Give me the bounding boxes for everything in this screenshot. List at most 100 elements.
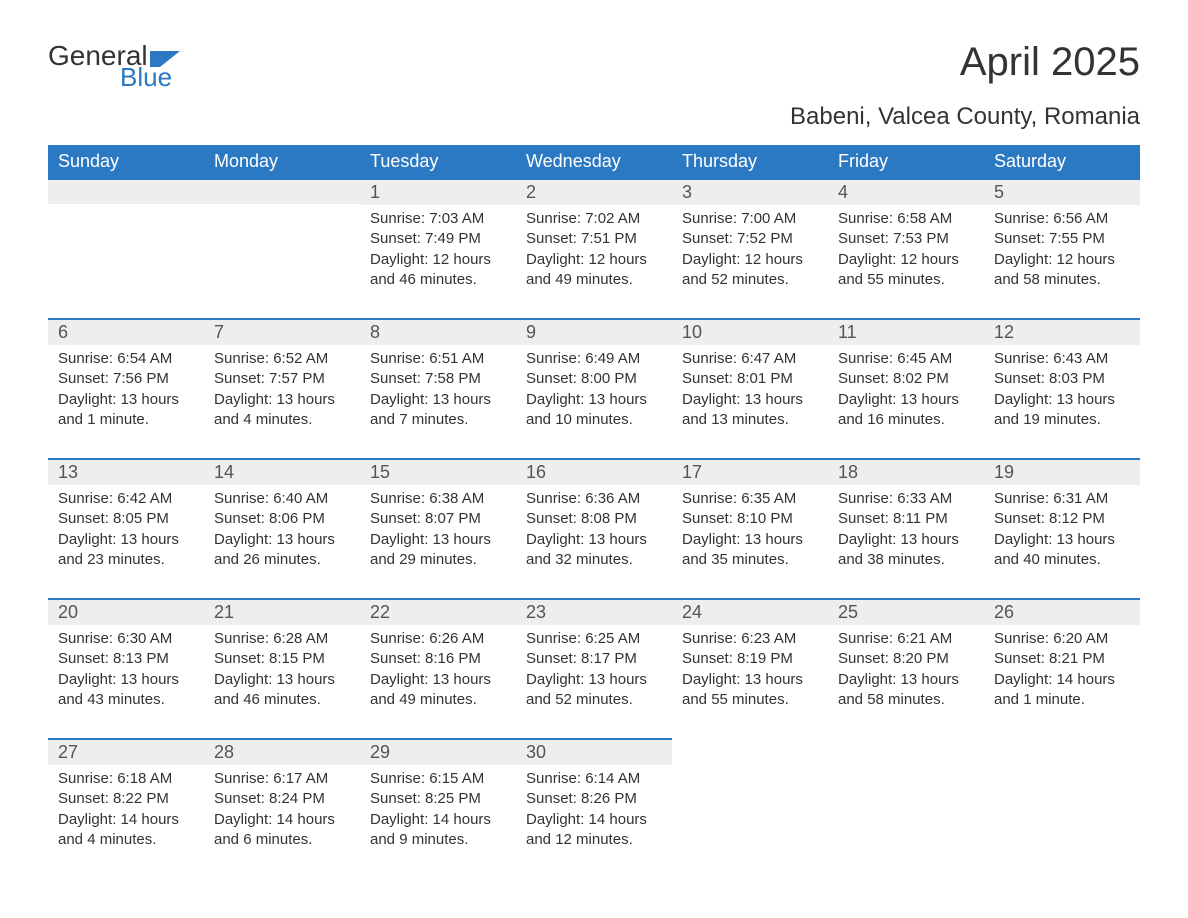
sunrise-text: Sunrise: 6:58 AM xyxy=(838,209,974,229)
daylight-text: Daylight: 13 hours and 43 minutes. xyxy=(58,670,194,711)
day-number-empty xyxy=(48,178,204,204)
sunrise-text: Sunrise: 6:42 AM xyxy=(58,489,194,509)
daylight-text: Daylight: 12 hours and 46 minutes. xyxy=(370,250,506,291)
day-details: Sunrise: 6:21 AMSunset: 8:20 PMDaylight:… xyxy=(828,625,984,738)
day-cell-body xyxy=(672,765,828,878)
week-body-row: Sunrise: 6:18 AMSunset: 8:22 PMDaylight:… xyxy=(48,765,1140,878)
day-number: 4 xyxy=(828,178,984,205)
day-details: Sunrise: 6:45 AMSunset: 8:02 PMDaylight:… xyxy=(828,345,984,458)
sunrise-text: Sunrise: 6:45 AM xyxy=(838,349,974,369)
day-number-empty xyxy=(672,738,828,764)
day-details: Sunrise: 6:40 AMSunset: 8:06 PMDaylight:… xyxy=(204,485,360,598)
day-number: 29 xyxy=(360,738,516,765)
day-header: Thursday xyxy=(672,145,828,178)
day-cell-body xyxy=(828,765,984,878)
sunrise-text: Sunrise: 6:15 AM xyxy=(370,769,506,789)
daylight-text: Daylight: 13 hours and 58 minutes. xyxy=(838,670,974,711)
day-cell-body: Sunrise: 6:52 AMSunset: 7:57 PMDaylight:… xyxy=(204,345,360,458)
sunset-text: Sunset: 7:49 PM xyxy=(370,229,506,249)
daylight-text: Daylight: 13 hours and 35 minutes. xyxy=(682,530,818,571)
day-header: Wednesday xyxy=(516,145,672,178)
sunset-text: Sunset: 8:11 PM xyxy=(838,509,974,529)
calendar-table: Sunday Monday Tuesday Wednesday Thursday… xyxy=(48,145,1140,878)
day-cell-body: Sunrise: 6:23 AMSunset: 8:19 PMDaylight:… xyxy=(672,625,828,738)
day-cell-body: Sunrise: 6:20 AMSunset: 8:21 PMDaylight:… xyxy=(984,625,1140,738)
day-cell-num: 4 xyxy=(828,178,984,205)
day-details: Sunrise: 7:03 AMSunset: 7:49 PMDaylight:… xyxy=(360,205,516,318)
day-cell-num: 19 xyxy=(984,458,1140,485)
daylight-text: Daylight: 13 hours and 49 minutes. xyxy=(370,670,506,711)
sunrise-text: Sunrise: 6:51 AM xyxy=(370,349,506,369)
day-details-empty xyxy=(984,765,1140,817)
sunset-text: Sunset: 7:57 PM xyxy=(214,369,350,389)
day-number: 23 xyxy=(516,598,672,625)
day-details-empty xyxy=(48,205,204,257)
daylight-text: Daylight: 13 hours and 10 minutes. xyxy=(526,390,662,431)
day-details: Sunrise: 6:25 AMSunset: 8:17 PMDaylight:… xyxy=(516,625,672,738)
daylight-text: Daylight: 13 hours and 23 minutes. xyxy=(58,530,194,571)
day-details: Sunrise: 6:26 AMSunset: 8:16 PMDaylight:… xyxy=(360,625,516,738)
sunset-text: Sunset: 7:51 PM xyxy=(526,229,662,249)
day-details: Sunrise: 6:20 AMSunset: 8:21 PMDaylight:… xyxy=(984,625,1140,738)
day-cell-body: Sunrise: 6:40 AMSunset: 8:06 PMDaylight:… xyxy=(204,485,360,598)
daylight-text: Daylight: 13 hours and 29 minutes. xyxy=(370,530,506,571)
logo-sub: Blue xyxy=(120,62,184,93)
day-cell-num: 15 xyxy=(360,458,516,485)
day-cell-num: 6 xyxy=(48,318,204,345)
day-cell-num xyxy=(828,738,984,765)
day-cell-body: Sunrise: 7:02 AMSunset: 7:51 PMDaylight:… xyxy=(516,205,672,318)
daylight-text: Daylight: 14 hours and 6 minutes. xyxy=(214,810,350,851)
day-details: Sunrise: 6:42 AMSunset: 8:05 PMDaylight:… xyxy=(48,485,204,598)
day-details: Sunrise: 6:49 AMSunset: 8:00 PMDaylight:… xyxy=(516,345,672,458)
day-cell-num: 2 xyxy=(516,178,672,205)
sunset-text: Sunset: 8:17 PM xyxy=(526,649,662,669)
sunrise-text: Sunrise: 7:02 AM xyxy=(526,209,662,229)
day-cell-body: Sunrise: 6:49 AMSunset: 8:00 PMDaylight:… xyxy=(516,345,672,458)
sunset-text: Sunset: 7:55 PM xyxy=(994,229,1130,249)
week-daynum-row: 6789101112 xyxy=(48,318,1140,345)
sunset-text: Sunset: 8:12 PM xyxy=(994,509,1130,529)
day-number: 30 xyxy=(516,738,672,765)
day-details: Sunrise: 6:17 AMSunset: 8:24 PMDaylight:… xyxy=(204,765,360,878)
sunrise-text: Sunrise: 6:28 AM xyxy=(214,629,350,649)
daylight-text: Daylight: 14 hours and 9 minutes. xyxy=(370,810,506,851)
sunrise-text: Sunrise: 6:18 AM xyxy=(58,769,194,789)
daylight-text: Daylight: 13 hours and 32 minutes. xyxy=(526,530,662,571)
day-details: Sunrise: 6:28 AMSunset: 8:15 PMDaylight:… xyxy=(204,625,360,738)
day-details: Sunrise: 6:35 AMSunset: 8:10 PMDaylight:… xyxy=(672,485,828,598)
day-cell-num: 13 xyxy=(48,458,204,485)
daylight-text: Daylight: 13 hours and 40 minutes. xyxy=(994,530,1130,571)
day-number: 24 xyxy=(672,598,828,625)
sunset-text: Sunset: 8:10 PM xyxy=(682,509,818,529)
day-cell-body xyxy=(204,205,360,318)
daylight-text: Daylight: 12 hours and 58 minutes. xyxy=(994,250,1130,291)
day-cell-body: Sunrise: 6:47 AMSunset: 8:01 PMDaylight:… xyxy=(672,345,828,458)
day-cell-num: 11 xyxy=(828,318,984,345)
daylight-text: Daylight: 13 hours and 19 minutes. xyxy=(994,390,1130,431)
sunset-text: Sunset: 8:19 PM xyxy=(682,649,818,669)
day-number: 9 xyxy=(516,318,672,345)
day-number-empty xyxy=(828,738,984,764)
day-cell-num: 8 xyxy=(360,318,516,345)
day-number: 10 xyxy=(672,318,828,345)
sunrise-text: Sunrise: 6:33 AM xyxy=(838,489,974,509)
sunset-text: Sunset: 8:03 PM xyxy=(994,369,1130,389)
day-number: 26 xyxy=(984,598,1140,625)
daylight-text: Daylight: 13 hours and 13 minutes. xyxy=(682,390,818,431)
week-daynum-row: 12345 xyxy=(48,178,1140,205)
day-cell-num: 10 xyxy=(672,318,828,345)
day-details: Sunrise: 6:52 AMSunset: 7:57 PMDaylight:… xyxy=(204,345,360,458)
day-number: 14 xyxy=(204,458,360,485)
day-details: Sunrise: 6:33 AMSunset: 8:11 PMDaylight:… xyxy=(828,485,984,598)
day-header: Tuesday xyxy=(360,145,516,178)
week-body-row: Sunrise: 6:30 AMSunset: 8:13 PMDaylight:… xyxy=(48,625,1140,738)
sunrise-text: Sunrise: 6:56 AM xyxy=(994,209,1130,229)
day-details: Sunrise: 6:38 AMSunset: 8:07 PMDaylight:… xyxy=(360,485,516,598)
day-number: 19 xyxy=(984,458,1140,485)
daylight-text: Daylight: 13 hours and 4 minutes. xyxy=(214,390,350,431)
day-cell-num: 24 xyxy=(672,598,828,625)
daylight-text: Daylight: 13 hours and 38 minutes. xyxy=(838,530,974,571)
sunrise-text: Sunrise: 6:26 AM xyxy=(370,629,506,649)
page-title: April 2025 xyxy=(960,40,1140,85)
day-cell-body: Sunrise: 6:38 AMSunset: 8:07 PMDaylight:… xyxy=(360,485,516,598)
